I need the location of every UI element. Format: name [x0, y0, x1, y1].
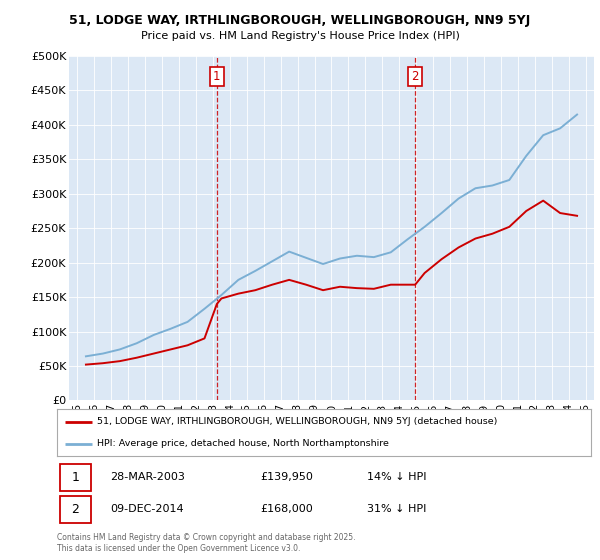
- Text: 51, LODGE WAY, IRTHLINGBOROUGH, WELLINGBOROUGH, NN9 5YJ: 51, LODGE WAY, IRTHLINGBOROUGH, WELLINGB…: [70, 14, 530, 27]
- Text: HPI: Average price, detached house, North Northamptonshire: HPI: Average price, detached house, Nort…: [97, 439, 389, 448]
- FancyBboxPatch shape: [59, 496, 91, 522]
- Text: 51, LODGE WAY, IRTHLINGBOROUGH, WELLINGBOROUGH, NN9 5YJ (detached house): 51, LODGE WAY, IRTHLINGBOROUGH, WELLINGB…: [97, 417, 497, 426]
- Text: 1: 1: [71, 471, 79, 484]
- Text: £139,950: £139,950: [260, 472, 313, 482]
- Text: Contains HM Land Registry data © Crown copyright and database right 2025.
This d: Contains HM Land Registry data © Crown c…: [57, 533, 355, 553]
- Text: 31% ↓ HPI: 31% ↓ HPI: [367, 505, 426, 515]
- Text: 1: 1: [213, 70, 221, 83]
- Text: 2: 2: [71, 503, 79, 516]
- Text: Price paid vs. HM Land Registry's House Price Index (HPI): Price paid vs. HM Land Registry's House …: [140, 31, 460, 41]
- Text: £168,000: £168,000: [260, 505, 313, 515]
- Text: 14% ↓ HPI: 14% ↓ HPI: [367, 472, 426, 482]
- Text: 2: 2: [412, 70, 419, 83]
- Text: 28-MAR-2003: 28-MAR-2003: [110, 472, 185, 482]
- Text: 09-DEC-2014: 09-DEC-2014: [110, 505, 184, 515]
- FancyBboxPatch shape: [59, 464, 91, 491]
